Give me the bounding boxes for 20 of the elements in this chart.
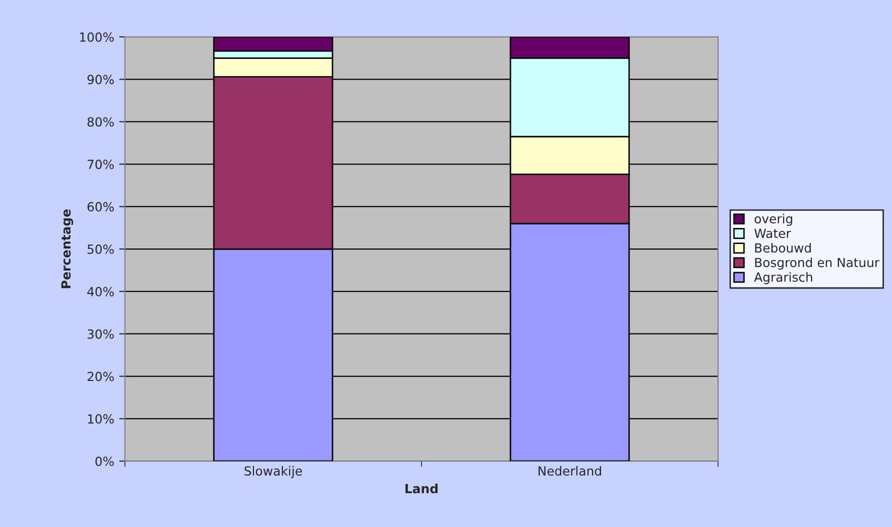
legend-label: overig — [754, 214, 792, 226]
legend-label: Agrarisch — [754, 272, 812, 284]
y-tick-label: 30% — [88, 329, 114, 339]
y-tick-label: 10% — [88, 414, 114, 424]
legend-label: Bebouwd — [755, 242, 811, 253]
y-tick-label: 80% — [88, 117, 114, 127]
y-axis-title: Percentage — [61, 209, 74, 288]
legend-label: Bosgrond en Natuur — [755, 258, 880, 270]
legend-label: Water — [754, 228, 791, 238]
x-tick-label: Nederland — [538, 466, 602, 476]
y-tick-label: 20% — [88, 372, 114, 382]
y-tick-label: 50% — [88, 244, 114, 254]
x-tick-label: Slowakije — [244, 466, 302, 478]
y-tick-label: 40% — [87, 286, 114, 296]
y-tick-label: 90% — [87, 74, 114, 84]
y-tick-label: 0% — [95, 456, 114, 466]
y-tick-label: 100% — [80, 32, 114, 42]
y-tick-label: 70% — [88, 160, 114, 170]
x-axis-title: Land — [405, 484, 438, 494]
y-tick-label: 60% — [88, 202, 114, 212]
